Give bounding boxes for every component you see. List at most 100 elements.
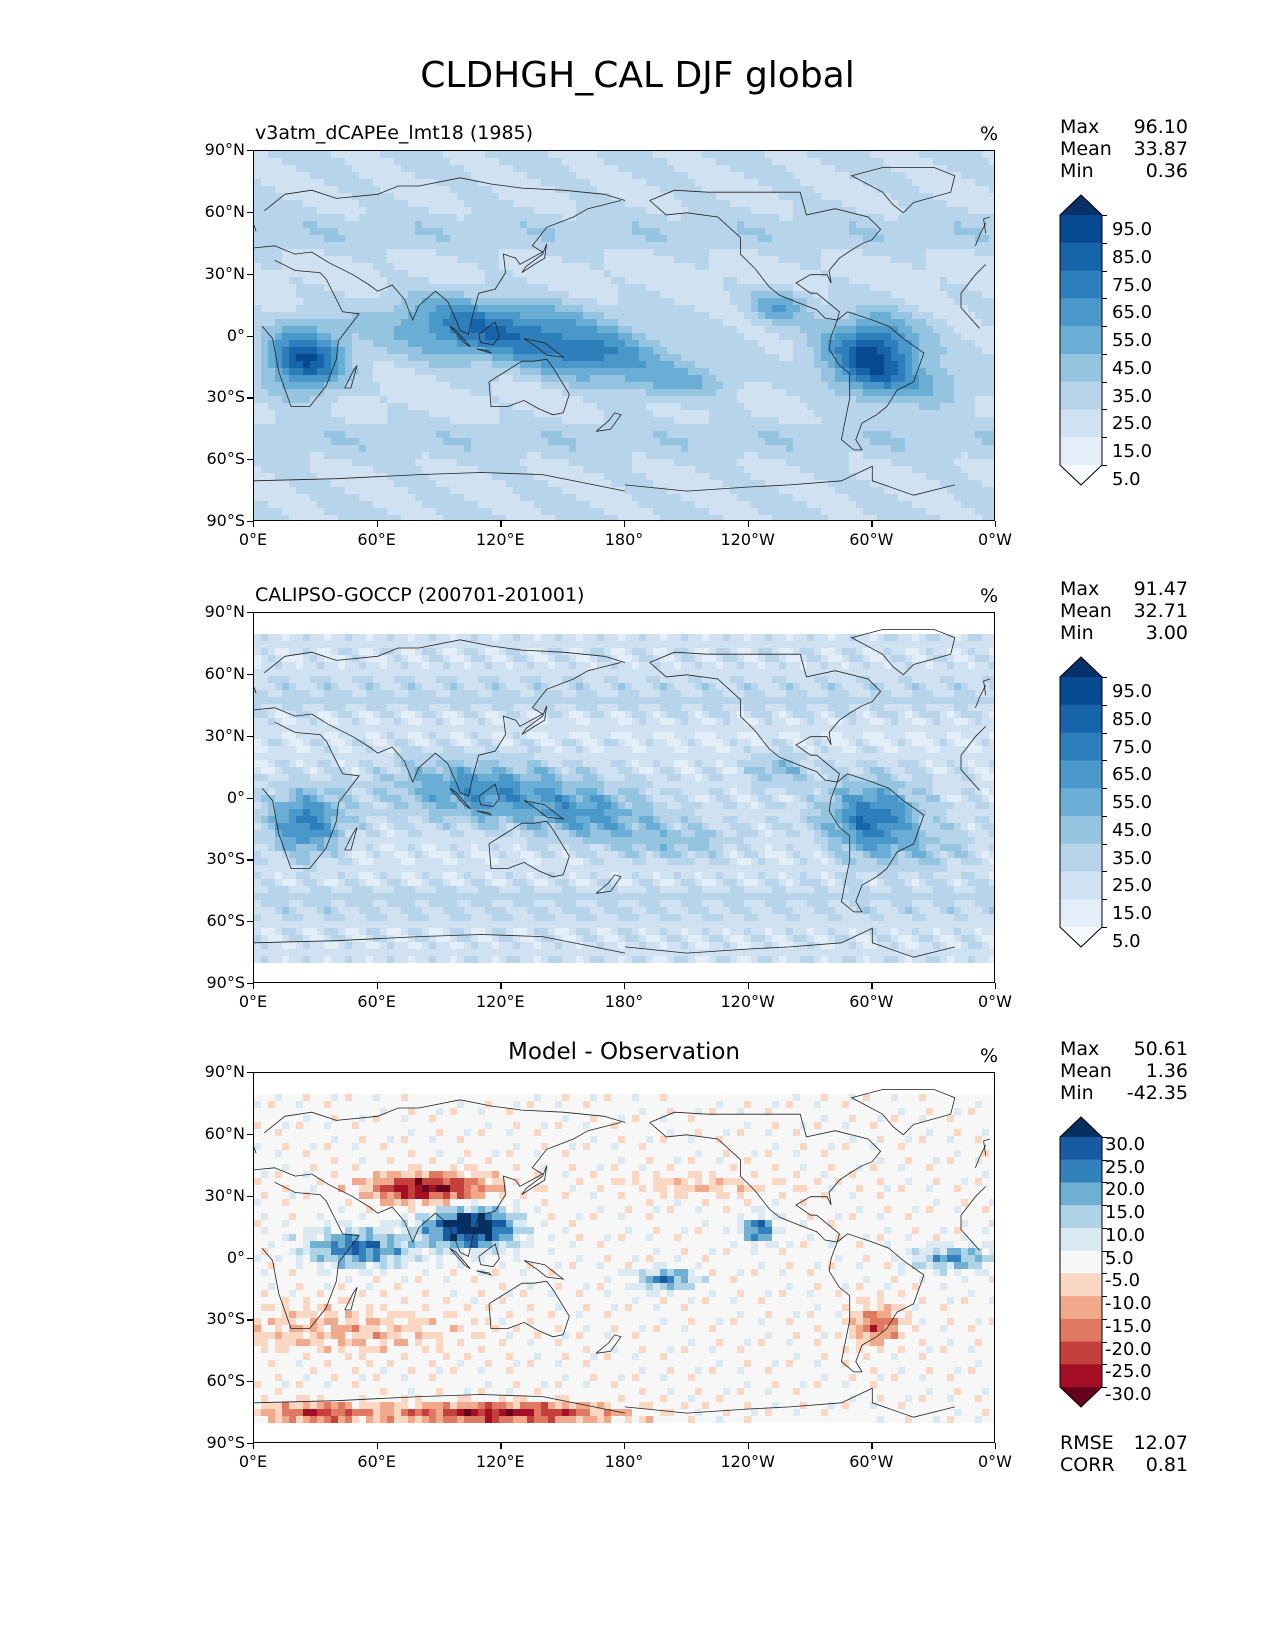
field-cell bbox=[947, 382, 955, 390]
field-cell bbox=[968, 466, 976, 474]
field-cell bbox=[604, 340, 612, 348]
field-cell bbox=[681, 431, 689, 439]
field-cell bbox=[345, 158, 353, 166]
field-cell bbox=[534, 361, 542, 369]
field-cell bbox=[562, 396, 570, 404]
field-cell bbox=[989, 193, 994, 201]
field-cell bbox=[786, 179, 794, 187]
field-cell bbox=[646, 389, 654, 397]
field-cell bbox=[555, 221, 563, 229]
field-cell bbox=[702, 200, 710, 208]
field-cell bbox=[856, 333, 864, 341]
field-cell bbox=[527, 382, 535, 390]
field-cell bbox=[674, 221, 682, 229]
field-cell bbox=[478, 459, 486, 467]
field-cell bbox=[338, 354, 346, 362]
field-cell bbox=[814, 389, 822, 397]
field-cell bbox=[408, 473, 416, 481]
field-cell bbox=[849, 298, 857, 306]
field-cell bbox=[926, 235, 934, 243]
field-cell bbox=[884, 438, 892, 446]
field-cell bbox=[373, 466, 381, 474]
field-cell bbox=[611, 277, 619, 285]
field-cell bbox=[436, 368, 444, 376]
field-cell bbox=[639, 263, 647, 271]
field-cell bbox=[926, 158, 934, 166]
field-cell bbox=[450, 221, 458, 229]
field-cell bbox=[562, 459, 570, 467]
field-cell bbox=[618, 431, 626, 439]
field-cell bbox=[352, 207, 360, 215]
field-cell bbox=[989, 445, 994, 453]
field-cell bbox=[331, 151, 339, 159]
field-cell bbox=[457, 291, 465, 299]
field-cell bbox=[982, 312, 990, 320]
field-cell bbox=[744, 214, 752, 222]
field-cell bbox=[268, 354, 276, 362]
field-cell bbox=[513, 389, 521, 397]
field-cell bbox=[492, 431, 500, 439]
field-cell bbox=[723, 340, 731, 348]
field-cell bbox=[961, 389, 969, 397]
field-cell bbox=[856, 382, 864, 390]
field-cell bbox=[772, 186, 780, 194]
field-cell bbox=[975, 326, 983, 334]
field-cell bbox=[709, 340, 717, 348]
field-cell bbox=[366, 333, 374, 341]
field-cell bbox=[548, 396, 556, 404]
field-cell bbox=[429, 312, 437, 320]
field-cell bbox=[737, 319, 745, 327]
field-cell bbox=[772, 228, 780, 236]
field-cell bbox=[282, 452, 290, 460]
field-cell bbox=[716, 179, 724, 187]
field-cell bbox=[912, 235, 920, 243]
field-cell bbox=[303, 466, 311, 474]
field-cell bbox=[429, 235, 437, 243]
field-cell bbox=[282, 179, 290, 187]
field-cell bbox=[814, 473, 822, 481]
field-cell bbox=[625, 340, 633, 348]
field-cell bbox=[520, 228, 528, 236]
field-cell bbox=[737, 368, 745, 376]
field-cell bbox=[744, 242, 752, 250]
field-cell bbox=[520, 207, 528, 215]
field-cell bbox=[590, 284, 598, 292]
field-cell bbox=[954, 249, 962, 257]
field-cell bbox=[730, 277, 738, 285]
field-cell bbox=[877, 284, 885, 292]
field-cell bbox=[338, 242, 346, 250]
field-cell bbox=[772, 326, 780, 334]
field-cell bbox=[436, 298, 444, 306]
field-cell bbox=[527, 277, 535, 285]
field-cell bbox=[807, 396, 815, 404]
field-cell bbox=[968, 445, 976, 453]
field-cell bbox=[695, 151, 703, 159]
field-cell bbox=[597, 179, 605, 187]
field-cell bbox=[422, 410, 430, 418]
field-cell bbox=[905, 284, 913, 292]
field-cell bbox=[877, 431, 885, 439]
field-cell bbox=[569, 249, 577, 257]
field-cell bbox=[982, 270, 990, 278]
field-cell bbox=[926, 382, 934, 390]
field-cell bbox=[408, 207, 416, 215]
field-cell bbox=[443, 277, 451, 285]
field-cell bbox=[884, 312, 892, 320]
field-cell bbox=[653, 298, 661, 306]
field-cell bbox=[681, 347, 689, 355]
field-cell bbox=[982, 263, 990, 271]
field-cell bbox=[436, 186, 444, 194]
field-cell bbox=[807, 207, 815, 215]
field-cell bbox=[653, 214, 661, 222]
field-cell bbox=[716, 459, 724, 467]
field-cell bbox=[415, 249, 423, 257]
field-cell bbox=[695, 298, 703, 306]
field-cell bbox=[814, 438, 822, 446]
field-cell bbox=[303, 347, 311, 355]
field-cell bbox=[548, 445, 556, 453]
field-cell bbox=[814, 368, 822, 376]
field-cell bbox=[758, 326, 766, 334]
field-cell bbox=[359, 403, 367, 411]
field-cell bbox=[317, 459, 325, 467]
field-cell bbox=[667, 473, 675, 481]
